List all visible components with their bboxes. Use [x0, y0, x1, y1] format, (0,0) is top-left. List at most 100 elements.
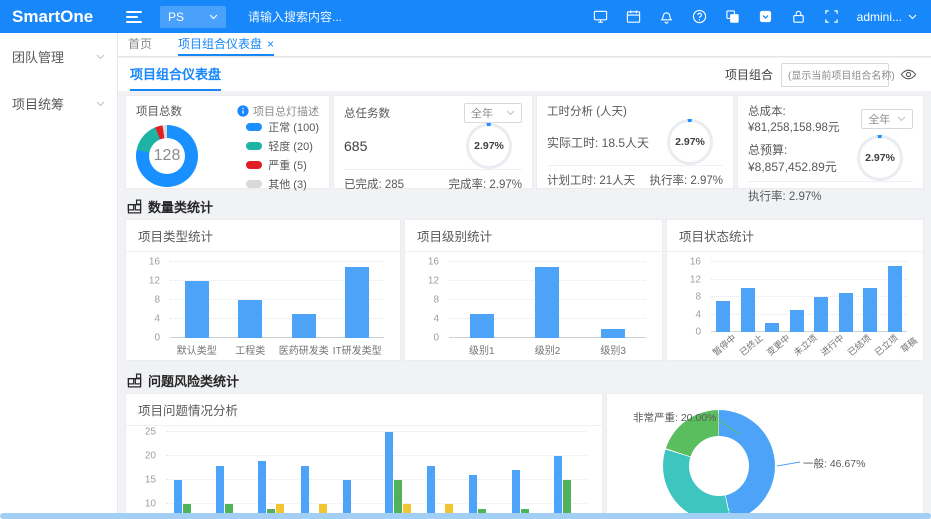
- y-axis-tick: 4: [433, 313, 439, 325]
- bar: [601, 328, 626, 338]
- bar: [238, 300, 263, 338]
- tab-close-icon[interactable]: ×: [267, 36, 275, 51]
- tasks-gauge[interactable]: 2.97%: [466, 123, 512, 169]
- app-logo: SmartOne: [12, 6, 94, 26]
- x-axis-label: 草稿: [899, 336, 919, 358]
- severity-donut: [663, 410, 775, 519]
- legend-swatch: [246, 161, 263, 169]
- x-axis-label: 未立项: [792, 333, 819, 358]
- project-status-chart[interactable]: 0 4 8 12 16 暂停中 已终止 变更中 未立项 进行中 已结项 已立项 草稿: [667, 252, 923, 360]
- sidebar-item-team-management[interactable]: 团队管理: [0, 33, 117, 80]
- user-menu[interactable]: admini...: [857, 10, 917, 24]
- bar: [535, 266, 560, 338]
- portfolio-select-value: (显示当前项目组合名称): [788, 71, 895, 82]
- projects-donut-chart[interactable]: 128: [136, 124, 198, 187]
- horizontal-scrollbar[interactable]: [0, 513, 931, 519]
- x-axis-label: 医药研发类: [277, 342, 331, 358]
- x-axis-label-text: 默认类型: [176, 346, 217, 357]
- lock-icon[interactable]: [791, 9, 807, 25]
- bar: [469, 314, 494, 338]
- chart-plot: 0510152025: [145, 427, 588, 519]
- portfolio-label: 项目组合: [724, 68, 773, 82]
- gridline: 16: [690, 257, 907, 268]
- bell-icon[interactable]: [659, 9, 675, 25]
- topbar-actions: admini...: [593, 9, 931, 25]
- bar-group: [291, 262, 316, 338]
- bar: [291, 314, 316, 338]
- help-icon[interactable]: [692, 9, 708, 25]
- bar-group: [342, 432, 369, 519]
- gridline: 10: [145, 499, 588, 510]
- search-input[interactable]: [248, 9, 468, 24]
- bar: [183, 504, 192, 519]
- bars: [449, 262, 646, 338]
- kpi-card-cost: 总成本: ¥81,258,158.98元 全年 总预算: ¥8,857,452.…: [737, 95, 924, 203]
- cost-execution-rate: 执行率: 2.97%: [748, 191, 822, 203]
- bar: [345, 266, 370, 338]
- project-type-chart[interactable]: 0 4 8 12 16 默认类型 工程类 医药研发类 IT研发类型: [126, 252, 400, 360]
- project-level-chart[interactable]: 0 4 8 12 16 级别1 级别2 级别3: [405, 252, 662, 360]
- bar-group: [601, 262, 626, 338]
- kpi-title: 项目总数: [136, 106, 182, 118]
- bar: [300, 465, 309, 519]
- workspace-select[interactable]: PS: [160, 5, 226, 28]
- chart-title: 项目类型统计: [126, 220, 400, 252]
- fullscreen-icon[interactable]: [824, 9, 840, 25]
- y-axis-tick: 16: [427, 256, 439, 268]
- legend-swatch: [246, 142, 263, 150]
- chevron-down-icon: [506, 110, 515, 116]
- x-axis-label-text: 级别1: [469, 346, 495, 357]
- chart-card-project-type: 项目类型统计 0 4 8 12 16 默认类型 工程类 医药研发类 IT研发类型: [125, 219, 401, 361]
- y-axis-tick: 8: [154, 294, 160, 306]
- copy-icon[interactable]: [725, 9, 741, 25]
- issue-severity-chart[interactable]: 非常严重: 20.00% 一般: 46.67% 严重: 33.33%: [607, 394, 923, 519]
- project-light-info[interactable]: 项目总灯描述: [237, 103, 319, 119]
- kpi-row: 项目总数 项目总灯描述 128 正常 (100) 轻度 (20): [125, 95, 924, 203]
- legend-item: 轻度 (20): [246, 138, 319, 154]
- bar: [740, 288, 755, 332]
- legend-item: 其他 (3): [246, 176, 319, 192]
- portfolio-select[interactable]: (显示当前项目组合名称): [781, 62, 895, 87]
- y-axis-tick: 12: [148, 275, 160, 287]
- tab-home[interactable]: 首页: [128, 33, 152, 56]
- bars: [711, 262, 907, 332]
- x-axis-label-text: IT研发类型: [332, 346, 382, 357]
- eye-icon[interactable]: [897, 64, 919, 86]
- bar-group: [174, 432, 201, 519]
- monitor-icon[interactable]: [593, 9, 609, 25]
- tab-portfolio-dashboard[interactable]: 项目组合仪表盘 ×: [178, 33, 275, 56]
- app-download-icon[interactable]: [758, 9, 774, 25]
- y-axis-tick: 15: [144, 474, 156, 486]
- x-axis-label-text: 级别3: [600, 346, 626, 357]
- bar: [716, 301, 731, 332]
- gridline: 0: [695, 327, 907, 338]
- x-axis-label-text: 变更中: [764, 332, 793, 358]
- bar: [403, 504, 412, 519]
- hours-gauge[interactable]: 2.97%: [667, 119, 713, 165]
- cost-gauge[interactable]: 2.97%: [857, 135, 903, 181]
- bar: [318, 504, 327, 519]
- calendar-icon[interactable]: [626, 9, 642, 25]
- section-risk-stats: 问题风险类统计: [127, 371, 922, 389]
- gridline: 15: [145, 475, 588, 486]
- page-header: 项目组合仪表盘 项目组合 (显示当前项目组合名称): [118, 57, 931, 91]
- bars: [166, 432, 588, 519]
- x-axis-label-text: 级别2: [534, 346, 561, 357]
- period-select[interactable]: 全年: [861, 109, 913, 129]
- bar: [863, 288, 878, 332]
- issue-analysis-chart[interactable]: 0510152025: [126, 426, 602, 519]
- menu-toggle-icon[interactable]: [126, 9, 146, 25]
- y-axis-tick: 16: [148, 256, 160, 268]
- period-select[interactable]: 全年: [464, 103, 522, 123]
- section-quantity-stats: 数量类统计: [127, 197, 922, 215]
- bar: [216, 465, 225, 519]
- gridline: 0: [154, 333, 384, 344]
- y-axis-tick: 16: [689, 256, 701, 268]
- sidebar-item-project-planning[interactable]: 项目统筹: [0, 80, 117, 127]
- bar: [511, 470, 520, 519]
- bar-group: [300, 432, 327, 519]
- y-axis-tick: 0: [695, 326, 701, 338]
- bar-group: [385, 432, 412, 519]
- bar: [184, 281, 209, 338]
- bar: [276, 504, 285, 519]
